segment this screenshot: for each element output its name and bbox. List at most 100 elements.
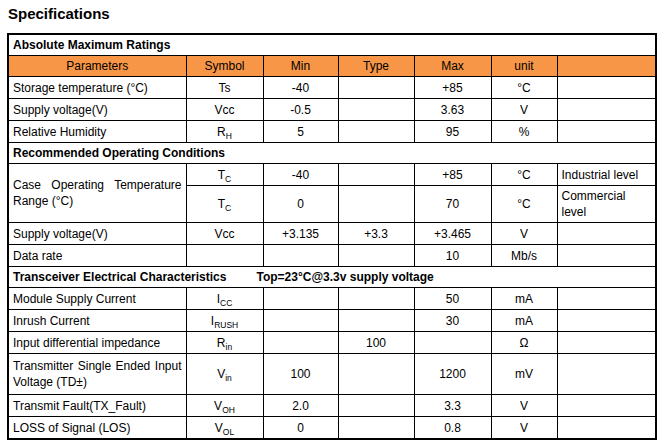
symbol-cell: VOH: [186, 395, 263, 417]
type-cell: [338, 310, 414, 332]
section-row: Absolute Maximum Ratings: [8, 34, 656, 56]
type-cell: [338, 288, 414, 310]
parameter-cell: Data rate: [8, 245, 186, 267]
unit-cell: V: [491, 99, 557, 121]
max-cell: +85: [414, 77, 491, 99]
min-cell: 0: [263, 186, 338, 223]
symbol-cell: Rin: [186, 332, 263, 354]
unit-cell: °C: [491, 77, 557, 99]
min-cell: +3.135: [263, 223, 338, 245]
section-header-cell: Absolute Maximum Ratings: [8, 34, 656, 56]
section-condition: Top=23°C@3.3v supply voltage: [256, 270, 433, 284]
spec-table: Absolute Maximum RatingsParametersSymbol…: [7, 33, 657, 440]
note-cell: [557, 121, 656, 143]
spec-table-body: Absolute Maximum RatingsParametersSymbol…: [8, 34, 656, 439]
symbol-cell: Vin: [186, 354, 263, 395]
min-cell: 5: [263, 121, 338, 143]
min-cell: [263, 288, 338, 310]
symbol-cell: TC: [186, 186, 263, 223]
symbol-cell: ICC: [186, 288, 263, 310]
parameter-cell: Supply voltage(V): [8, 99, 186, 121]
table-row: LOSS of Signal (LOS)VOL00.8V: [8, 417, 656, 440]
unit-cell: mV: [491, 354, 557, 395]
symbol-cell: IRUSH: [186, 310, 263, 332]
symbol-subscript: C: [225, 174, 231, 184]
column-header-cell: [557, 56, 656, 77]
min-cell: 100: [263, 354, 338, 395]
min-cell: 0: [263, 417, 338, 440]
parameter-cell: Relative Humidity: [8, 121, 186, 143]
type-cell: [338, 417, 414, 440]
max-cell: 50: [414, 288, 491, 310]
note-cell: [557, 223, 656, 245]
type-cell: 100: [338, 332, 414, 354]
symbol-cell: RH: [186, 121, 263, 143]
table-row: Input differential impedanceRin100Ω: [8, 332, 656, 354]
type-cell: [338, 186, 414, 223]
column-header-cell: Max: [414, 56, 491, 77]
max-cell: 70: [414, 186, 491, 223]
type-cell: +3.3: [338, 223, 414, 245]
max-cell: +3.465: [414, 223, 491, 245]
section-row: Transceiver Electrical Characteristics To…: [8, 267, 656, 288]
unit-cell: Ω: [491, 332, 557, 354]
unit-cell: Mb/s: [491, 245, 557, 267]
table-row: Supply voltage(V)Vcc+3.135+3.3+3.465V: [8, 223, 656, 245]
parameter-cell: Storage temperature (°C): [8, 77, 186, 99]
note-cell: [557, 354, 656, 395]
type-cell: [338, 395, 414, 417]
type-cell: [338, 121, 414, 143]
symbol-cell: TC: [186, 164, 263, 186]
note-cell: [557, 310, 656, 332]
max-cell: 10: [414, 245, 491, 267]
note-cell: [557, 99, 656, 121]
unit-cell: V: [491, 417, 557, 440]
table-row: Module Supply CurrentICC50mA: [8, 288, 656, 310]
max-cell: [414, 332, 491, 354]
min-cell: [263, 245, 338, 267]
min-cell: -40: [263, 164, 338, 186]
parameter-cell: Supply voltage(V): [8, 223, 186, 245]
symbol-cell: Vcc: [186, 99, 263, 121]
max-cell: +85: [414, 164, 491, 186]
parameter-cell: Transmit Fault(TX_Fault): [8, 395, 186, 417]
table-row: Transmitter Single Ended Input Voltage (…: [8, 354, 656, 395]
note-cell: [557, 332, 656, 354]
note-cell: [557, 417, 656, 440]
table-row: Transmit Fault(TX_Fault)VOH2.03.3V: [8, 395, 656, 417]
column-header-cell: Min: [263, 56, 338, 77]
section-row: Recommended Operating Conditions: [8, 143, 656, 164]
min-cell: -0.5: [263, 99, 338, 121]
column-header-cell: Type: [338, 56, 414, 77]
unit-cell: °C: [491, 186, 557, 223]
type-cell: [338, 164, 414, 186]
note-cell: [557, 77, 656, 99]
symbol-cell: Ts: [186, 77, 263, 99]
table-row: Data rate 10Mb/s: [8, 245, 656, 267]
symbol-subscript: in: [225, 373, 232, 383]
symbol-cell: [186, 245, 263, 267]
min-cell: -40: [263, 77, 338, 99]
section-title: Absolute Maximum Ratings: [13, 38, 170, 52]
column-header-cell: unit: [491, 56, 557, 77]
max-cell: 3.63: [414, 99, 491, 121]
section-title: Transceiver Electrical Characteristics: [13, 270, 226, 284]
column-header-cell: Symbol: [186, 56, 263, 77]
section-header-cell: Transceiver Electrical Characteristics To…: [8, 267, 656, 288]
unit-cell: V: [491, 223, 557, 245]
symbol-subscript: OH: [222, 405, 235, 415]
type-cell: [338, 245, 414, 267]
parameter-cell: Transmitter Single Ended Input Voltage (…: [8, 354, 186, 395]
symbol-cell: Vcc: [186, 223, 263, 245]
unit-cell: mA: [491, 288, 557, 310]
type-cell: [338, 99, 414, 121]
unit-cell: °C: [491, 164, 557, 186]
max-cell: 1200: [414, 354, 491, 395]
type-cell: [338, 354, 414, 395]
table-row: Supply voltage(V)Vcc-0.5 3.63V: [8, 99, 656, 121]
symbol-subscript: OL: [223, 427, 234, 437]
section-title: Recommended Operating Conditions: [13, 146, 225, 160]
section-header-cell: Recommended Operating Conditions: [8, 143, 656, 164]
unit-cell: V: [491, 395, 557, 417]
symbol-subscript: RUSH: [214, 320, 238, 330]
